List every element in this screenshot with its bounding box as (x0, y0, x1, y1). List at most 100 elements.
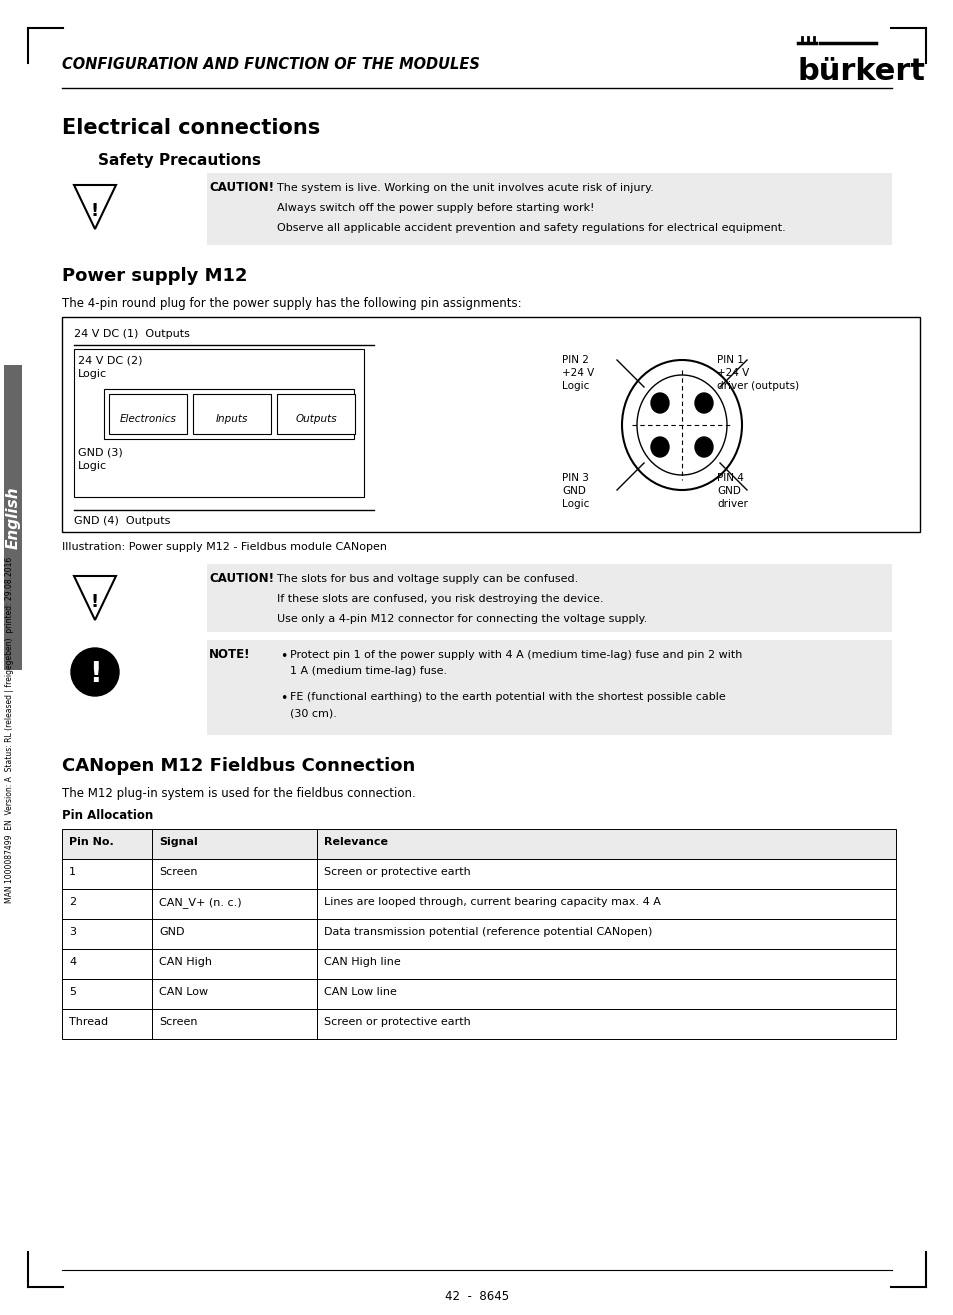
Text: 42  -  8645: 42 - 8645 (444, 1290, 509, 1303)
Ellipse shape (650, 437, 668, 458)
Text: PIN 4: PIN 4 (717, 473, 743, 483)
Text: CAN Low line: CAN Low line (324, 988, 396, 997)
Text: CAN Low: CAN Low (159, 988, 208, 997)
Text: Screen: Screen (159, 1016, 197, 1027)
Text: 24 V DC (1)  Outputs: 24 V DC (1) Outputs (74, 329, 190, 339)
Text: Outputs: Outputs (294, 414, 336, 423)
Text: If these slots are confused, you risk destroying the device.: If these slots are confused, you risk de… (276, 594, 603, 604)
Bar (152, 919, 316, 949)
Bar (316, 978, 895, 1009)
Text: 4: 4 (69, 957, 76, 967)
Text: 24 V DC (2): 24 V DC (2) (78, 355, 142, 366)
Text: Protect pin 1 of the power supply with 4 A (medium time-lag) fuse and pin 2 with: Protect pin 1 of the power supply with 4… (290, 650, 741, 660)
Text: MAN 1000087499  EN  Version: A  Status: RL (released | freigegeben)  printed: 29: MAN 1000087499 EN Version: A Status: RL … (6, 556, 14, 903)
Bar (193, 394, 271, 434)
Bar (109, 394, 187, 434)
Text: Logic: Logic (78, 370, 107, 379)
Ellipse shape (637, 375, 726, 475)
Ellipse shape (621, 360, 741, 490)
Text: Logic: Logic (561, 498, 589, 509)
Text: +24 V: +24 V (717, 368, 748, 377)
Bar (316, 889, 895, 919)
Text: Screen or protective earth: Screen or protective earth (324, 867, 470, 877)
Text: 1: 1 (69, 867, 76, 877)
Bar (62, 828, 152, 859)
Ellipse shape (695, 393, 712, 413)
Bar (316, 919, 895, 949)
Bar (62, 317, 919, 533)
Bar (152, 889, 316, 919)
Text: Illustration: Power supply M12 - Fieldbus module CANopen: Illustration: Power supply M12 - Fieldbu… (62, 542, 387, 552)
Text: Relevance: Relevance (324, 838, 388, 847)
Text: !: ! (89, 660, 101, 688)
Text: Logic: Logic (78, 462, 107, 471)
Text: Pin No.: Pin No. (69, 838, 113, 847)
Bar (62, 978, 152, 1009)
Text: CAUTION!: CAUTION! (209, 572, 274, 585)
Bar (152, 859, 316, 889)
Text: PIN 1: PIN 1 (717, 355, 743, 366)
Text: The system is live. Working on the unit involves acute risk of injury.: The system is live. Working on the unit … (276, 183, 653, 193)
Text: Screen: Screen (159, 867, 197, 877)
Text: Lines are looped through, current bearing capacity max. 4 A: Lines are looped through, current bearin… (324, 897, 660, 907)
Bar (152, 978, 316, 1009)
Text: 5: 5 (69, 988, 76, 997)
Text: GND: GND (717, 487, 740, 496)
Text: •: • (280, 692, 287, 705)
Text: Inputs: Inputs (215, 414, 248, 423)
Text: English: English (6, 487, 20, 548)
Bar (207, 174, 891, 245)
Text: GND: GND (159, 927, 184, 938)
Text: 2: 2 (69, 897, 76, 907)
Text: (30 cm).: (30 cm). (290, 707, 336, 718)
Text: driver: driver (717, 498, 747, 509)
Text: Screen or protective earth: Screen or protective earth (324, 1016, 470, 1027)
Text: GND (4)  Outputs: GND (4) Outputs (74, 515, 171, 526)
Bar (104, 389, 354, 439)
Text: Observe all applicable accident prevention and safety regulations for electrical: Observe all applicable accident preventi… (276, 224, 785, 233)
Text: GND: GND (561, 487, 585, 496)
Ellipse shape (650, 393, 668, 413)
Ellipse shape (695, 437, 712, 458)
Bar (316, 949, 895, 978)
Text: Logic: Logic (561, 381, 589, 391)
Text: Signal: Signal (159, 838, 197, 847)
Bar (62, 919, 152, 949)
Text: Always switch off the power supply before starting work!: Always switch off the power supply befor… (276, 203, 594, 213)
Text: Power supply M12: Power supply M12 (62, 267, 247, 285)
Bar (152, 949, 316, 978)
Text: GND (3): GND (3) (78, 447, 123, 458)
Bar (316, 828, 895, 859)
Text: Thread: Thread (69, 1016, 108, 1027)
Text: Pin Allocation: Pin Allocation (62, 809, 153, 822)
Text: PIN 2: PIN 2 (561, 355, 588, 366)
Text: bürkert: bürkert (797, 57, 925, 85)
Text: CAN High line: CAN High line (324, 957, 400, 967)
Text: The 4-pin round plug for the power supply has the following pin assignments:: The 4-pin round plug for the power suppl… (62, 297, 521, 310)
Text: 3: 3 (69, 927, 76, 938)
Text: Safety Precautions: Safety Precautions (98, 153, 261, 168)
Bar (62, 859, 152, 889)
Text: NOTE!: NOTE! (209, 648, 251, 661)
Circle shape (71, 648, 119, 696)
Text: PIN 3: PIN 3 (561, 473, 588, 483)
Text: FE (functional earthing) to the earth potential with the shortest possible cable: FE (functional earthing) to the earth po… (290, 692, 725, 702)
Bar (316, 1009, 895, 1039)
Text: CANopen M12 Fieldbus Connection: CANopen M12 Fieldbus Connection (62, 757, 415, 775)
Text: CAN_V+ (n. c.): CAN_V+ (n. c.) (159, 897, 241, 907)
Text: Electronics: Electronics (119, 414, 176, 423)
Text: •: • (280, 650, 287, 663)
Text: Use only a 4-pin M12 connector for connecting the voltage supply.: Use only a 4-pin M12 connector for conne… (276, 614, 646, 625)
Text: 1 A (medium time-lag) fuse.: 1 A (medium time-lag) fuse. (290, 665, 447, 676)
Bar (316, 859, 895, 889)
Text: CAUTION!: CAUTION! (209, 181, 274, 195)
Bar (207, 564, 891, 633)
Bar (62, 889, 152, 919)
Text: CAN High: CAN High (159, 957, 212, 967)
Text: Electrical connections: Electrical connections (62, 118, 320, 138)
Bar (74, 348, 364, 497)
Bar (152, 1009, 316, 1039)
Text: +24 V: +24 V (561, 368, 594, 377)
Bar (4, 366, 22, 671)
Text: The slots for bus and voltage supply can be confused.: The slots for bus and voltage supply can… (276, 575, 578, 584)
